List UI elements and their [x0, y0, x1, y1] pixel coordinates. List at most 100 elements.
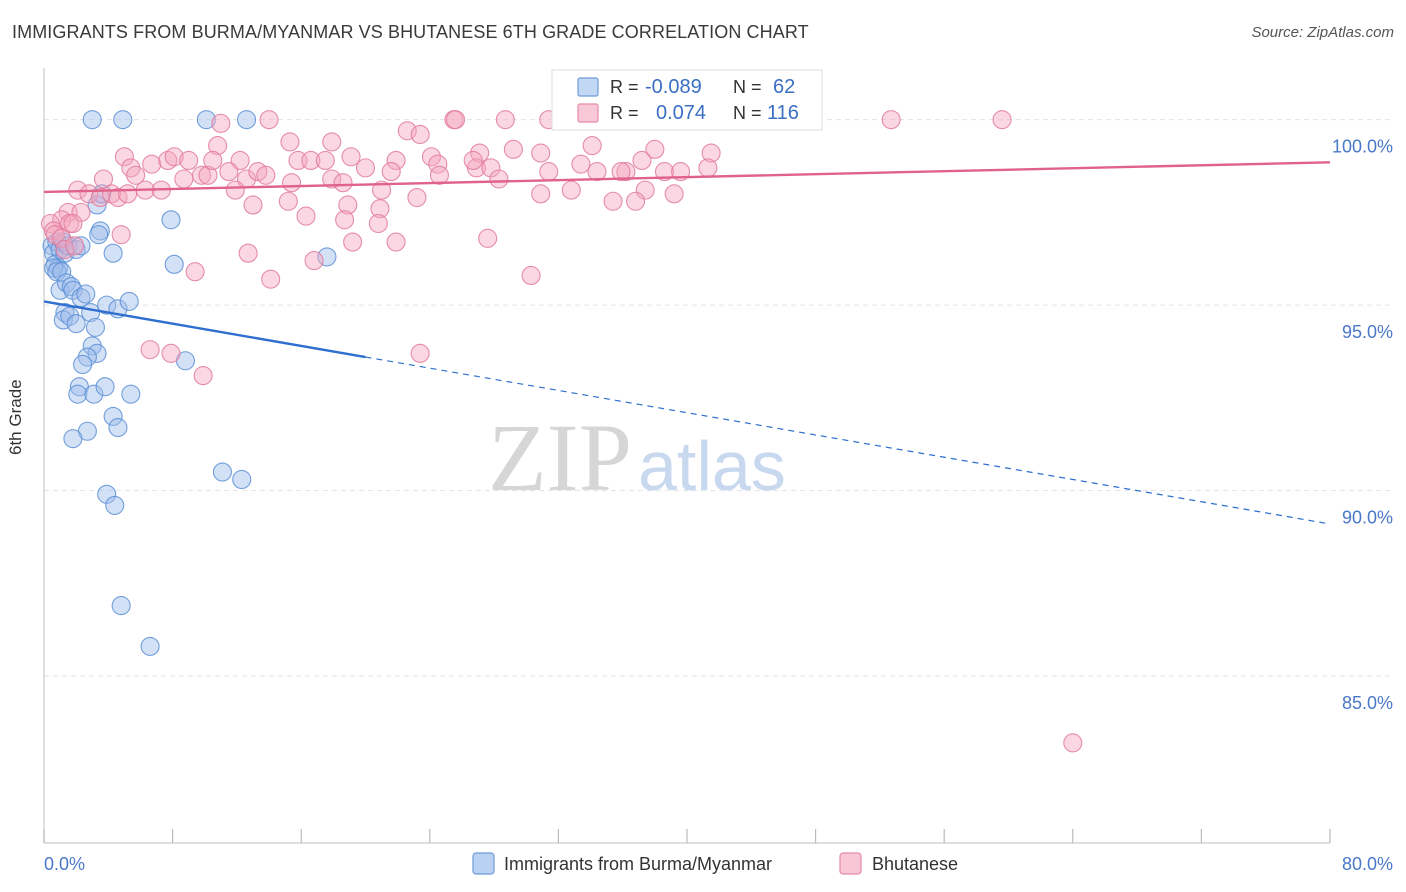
data-point: [654, 162, 675, 182]
trend-lines: [43, 161, 1331, 525]
data-point: [73, 354, 93, 375]
data-point: [212, 462, 232, 482]
legend-r-value-1: -0.089: [645, 76, 702, 98]
data-point: [587, 162, 607, 182]
data-point: [225, 180, 245, 200]
legend-swatch-bottom-burma: [472, 852, 495, 875]
data-point: [185, 262, 205, 282]
data-point: [108, 417, 128, 438]
legend-n-label-1: N =: [733, 77, 762, 97]
data-point: [531, 184, 551, 204]
legend-swatch-bhutanese: [577, 103, 599, 123]
data-point: [208, 136, 228, 156]
legend-r-label-2: R =: [610, 103, 639, 123]
data-point: [232, 469, 252, 490]
legend-r-value-2: 0.074: [656, 102, 706, 124]
data-point: [243, 195, 263, 215]
data-point: [410, 343, 430, 363]
trend-line-bhutanese: [43, 161, 1331, 194]
data-point: [82, 110, 102, 130]
data-point: [531, 143, 551, 163]
trend-line-burma: [43, 300, 366, 359]
data-point: [103, 406, 123, 426]
data-point: [63, 213, 83, 234]
data-point: [95, 377, 115, 397]
data-point: [198, 165, 218, 185]
data-point: [338, 195, 358, 215]
data-point: [87, 343, 107, 363]
legend-n-value-1: 62: [773, 76, 795, 98]
data-point: [118, 184, 138, 204]
data-point: [179, 150, 199, 170]
data-point: [315, 150, 335, 170]
x-tick-label-0: 0.0%: [44, 854, 85, 874]
data-point: [386, 232, 406, 252]
data-point: [64, 236, 85, 256]
data-point: [386, 150, 406, 170]
y-tick-label-1: 90.0%: [1342, 508, 1393, 528]
data-point: [282, 173, 302, 193]
data-point: [322, 169, 342, 189]
axes: [43, 68, 1331, 844]
data-point: [259, 110, 279, 130]
source-label: Source: ZipAtlas.com: [1251, 24, 1394, 41]
data-point: [63, 429, 83, 449]
data-point: [119, 291, 139, 311]
data-point: [79, 184, 99, 204]
data-point: [191, 165, 212, 185]
data-point: [429, 165, 449, 185]
data-point: [333, 173, 353, 193]
legend-swatch-burma: [577, 77, 599, 97]
data-point: [105, 495, 125, 515]
data-point: [632, 150, 652, 170]
legend-n-value-2: 116: [767, 102, 799, 124]
data-point: [71, 236, 91, 256]
data-point: [161, 210, 181, 230]
legend-label-burma: Immigrants from Burma/Myanmar: [504, 854, 772, 874]
data-point: [158, 150, 178, 170]
data-point: [626, 191, 646, 211]
data-point: [60, 306, 80, 326]
y-tick-label-0: 85.0%: [1342, 693, 1393, 713]
data-point: [370, 199, 390, 219]
data-point: [121, 384, 141, 404]
data-point: [561, 180, 581, 200]
data-point: [211, 113, 231, 133]
data-point: [140, 636, 160, 656]
data-point: [341, 147, 361, 167]
data-point: [368, 213, 388, 234]
data-point: [261, 269, 281, 289]
data-points: [40, 110, 1083, 753]
data-point: [616, 162, 636, 182]
watermark-zip: ZIP: [488, 404, 632, 511]
data-point: [68, 384, 88, 404]
data-point: [478, 228, 498, 248]
chart-title: IMMIGRANTS FROM BURMA/MYANMAR VS BHUTANE…: [12, 22, 809, 42]
watermark-atlas: atlas: [638, 427, 786, 505]
legend-top: R = -0.089 N = 62 R = 0.074 N = 116: [551, 69, 823, 131]
legend-r-label-1: R =: [610, 77, 639, 97]
data-point: [278, 191, 298, 211]
data-point: [343, 232, 363, 252]
watermark: ZIP atlas: [488, 404, 786, 511]
data-point: [113, 110, 133, 130]
data-point: [503, 139, 523, 159]
data-point: [203, 150, 223, 170]
data-point: [85, 317, 105, 337]
data-point: [196, 110, 216, 130]
data-point: [296, 206, 316, 226]
data-point: [407, 187, 427, 208]
tick-labels: 85.0% 90.0% 95.0% 100.0% 0.0% 80.0%: [44, 137, 1393, 874]
data-point: [421, 147, 441, 167]
data-point: [174, 169, 194, 189]
data-point: [571, 154, 591, 174]
data-point: [219, 162, 239, 182]
legend-label-bhutanese: Bhutanese: [872, 854, 958, 874]
data-point: [236, 110, 257, 130]
data-point: [164, 254, 184, 274]
data-point: [635, 180, 655, 200]
data-point: [445, 110, 466, 130]
data-point: [645, 139, 665, 159]
y-tick-label-2: 95.0%: [1342, 322, 1393, 342]
